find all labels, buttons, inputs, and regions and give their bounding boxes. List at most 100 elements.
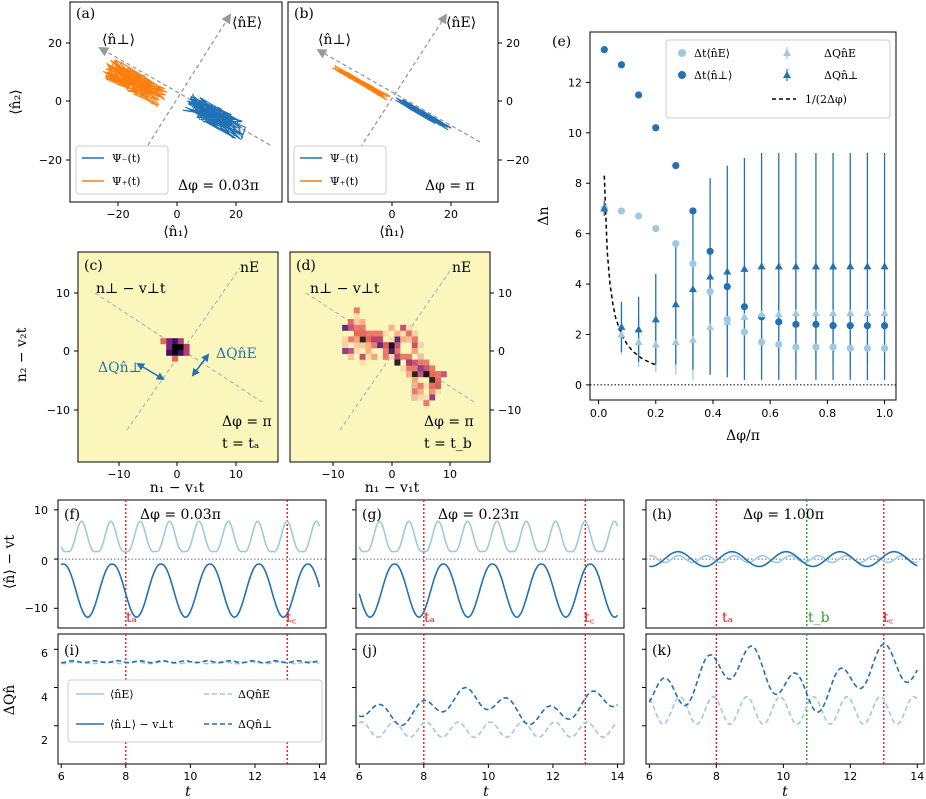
panel-j-frame [355,633,625,765]
psi-plus-trajectory-b [332,64,391,101]
panel-i-label: (i) [64,643,79,659]
heat-cell [359,342,366,349]
heat-cell [382,353,389,360]
heat-cell [172,344,178,350]
e-triangle-point [651,315,660,323]
legend-e-text-1: Δt⟨n̂⊥⟩ [694,69,732,82]
d-ytick: 0 [498,345,505,358]
e-circle-point [757,338,766,346]
x-tick-label: 6 [356,770,363,783]
heat-cell [411,342,418,349]
panel-g-frame [355,499,625,629]
series-dqperp-line [358,686,618,727]
heat-cell [371,336,378,343]
heat-cell [423,400,430,407]
e-triangle-point [757,310,766,318]
i-xlabel: t [185,784,191,799]
heat-cell [348,353,354,360]
panel-b-label: (b) [294,6,314,22]
heat-cell [435,377,441,383]
e-triangle-point [846,262,855,270]
heat-cell [348,324,354,331]
heat-cell [435,371,441,378]
heat-cell [353,336,360,343]
panel-k-label: (k) [652,643,671,659]
e-circle-point [812,320,820,328]
panel-c-label: (c) [84,258,103,274]
arrow-nperp-a [98,47,271,146]
panel-f-frame [57,499,327,629]
heat-cell [406,359,412,366]
e-triangle-point [846,309,855,317]
c-xtick: 0 [174,468,181,481]
legend-e [665,39,891,119]
a-ytick: −20 [39,154,62,167]
e-triangle-point [688,285,697,293]
d-xtick: 10 [443,468,457,481]
heat-cell [377,330,383,337]
d-ytick: −10 [498,404,521,417]
panel-a-frame [69,1,283,203]
arrow-nE-b [359,13,448,149]
legend-a-minus: Ψ₋(t) [112,152,140,165]
e-circle-point [617,61,626,69]
line-nE-c-label: nE [240,260,259,276]
arrow-nperp-b-label: ⟨n̂⊥⟩ [318,32,351,48]
heat-cell [388,342,395,349]
psi-minus-trajectory-b [395,97,452,131]
h-tc: t꜀ [883,610,894,626]
series-nperp-line [358,563,619,619]
dq-perp-arrow [136,362,165,381]
e-triangle-point [634,338,643,346]
heat-cell [166,338,173,345]
e-triangle-point [791,309,800,317]
heat-cell [353,319,360,325]
c-ytick: 10 [56,287,70,300]
panel-f-annotation: Δφ = 0.03π [140,507,221,523]
heat-cell [371,342,378,349]
d-ytick: 10 [498,287,512,300]
e-triangle-point [617,322,626,330]
heat-cell [342,324,349,331]
e-triangle-point [706,272,715,280]
c-xtick: 10 [229,468,243,481]
heat-cell [172,349,178,356]
heat-cell [348,319,354,325]
x-tick-label: 12 [546,770,560,783]
heat-cell [172,355,178,362]
x-tick-label: 6 [646,770,653,783]
heat-cell [365,353,372,360]
heat-cell [411,388,418,395]
heat-cell [400,365,407,372]
heat-cell [429,371,436,378]
e-circle-point [652,225,660,233]
heat-cell [377,342,383,349]
heat-cell [177,338,184,345]
e-xtick-label: 0.6 [761,407,779,420]
panel-j-label: (j) [362,643,377,659]
line-nE-d-label: nE [452,260,471,276]
e-ytick-label: 2 [575,328,582,341]
x-tick-label: 6 [58,770,65,783]
panel-h-label: (h) [652,507,672,523]
e-ytick-label: 6 [575,228,582,241]
panel-e-frame [589,31,897,401]
e-triangle-point [757,262,766,270]
series-nperp-line [60,563,321,619]
e-circle-point [672,161,680,170]
legend-e-text-0: Δt⟨n̂E⟩ [694,47,730,60]
heat-cell [411,371,418,378]
e-triangle-point [634,325,643,333]
b-ytick: −20 [506,154,529,167]
heat-cell [406,336,412,343]
heat-cell [388,324,395,331]
heat-cell [423,382,430,389]
panel-d-annotation2: t = t_b [424,436,472,452]
series-dqperp-line [648,643,918,713]
g-tc: t꜀ [584,610,595,626]
heat-cell [348,348,354,354]
f-ylabel: ⟨n̂⟩ − vt [2,535,18,589]
x-tick-label: 10 [481,770,495,783]
panel-e-label: (e) [552,34,571,50]
x-tick-label: 10 [183,770,197,783]
